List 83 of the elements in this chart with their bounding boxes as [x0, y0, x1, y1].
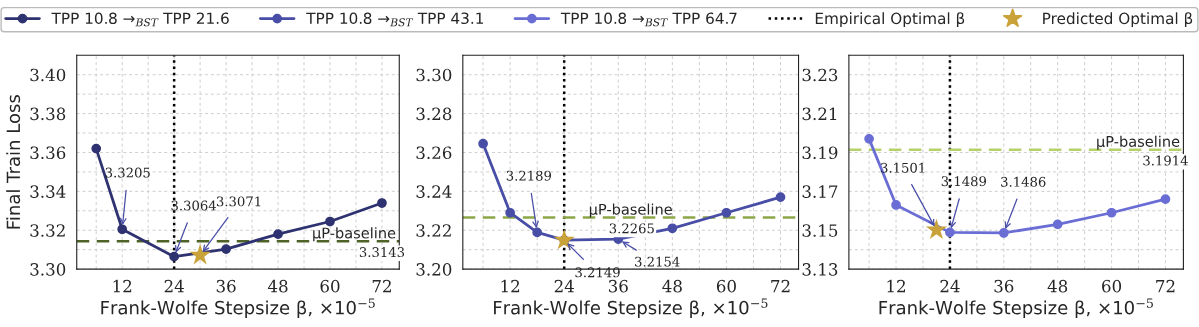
x-tick-label: 60 [1102, 279, 1122, 293]
point [169, 251, 180, 262]
point [505, 207, 515, 218]
annotation: 3.3205 [105, 167, 150, 178]
y-tick-label: 3.15 [802, 224, 838, 237]
point [325, 216, 335, 227]
annotation: 3.2149 [575, 267, 620, 278]
annotation: 3.1501 [881, 162, 925, 173]
y-tick-label: 3.34 [30, 185, 66, 198]
y-tick-label: 3.22 [416, 224, 451, 237]
y-tick-label: 3.28 [416, 107, 452, 121]
y-tick-label: 3.13 [802, 263, 838, 276]
legend-label: Predicted Optimal β [1043, 12, 1193, 28]
ref-line-label: μP-baseline [1097, 135, 1180, 150]
point [553, 228, 575, 250]
y-tick-label: 3.26 [416, 146, 452, 160]
point [532, 227, 543, 238]
legend-label: TPP 10.8 →$_{BST}$ TPP 21.6 [51, 12, 229, 27]
point [667, 223, 678, 234]
y-tick-label: 3.36 [30, 146, 66, 160]
point [998, 228, 1009, 238]
x-axis-title: Frank-Wolfe Stepsize β, ×10$^{−5}$ [101, 298, 375, 318]
y-tick-label: 3.30 [416, 68, 452, 82]
annotation: 3.2189 [506, 170, 552, 181]
annotation: 3.3071 [216, 196, 261, 207]
x-tick-label: 12 [113, 279, 132, 293]
x-tick-label: 72 [372, 279, 391, 293]
point [945, 227, 955, 238]
x-tick-label: 48 [267, 279, 288, 293]
x-axis-title: Frank-Wolfe Stepsize β, ×10$^{−5}$ [879, 298, 1153, 318]
annotation: 3.3064 [171, 200, 217, 211]
point [864, 134, 874, 144]
y-tick-label: 3.40 [30, 68, 66, 82]
point [91, 143, 102, 154]
point [891, 200, 901, 210]
x-tick-label: 72 [771, 279, 790, 293]
x-tick-label: 60 [716, 279, 736, 293]
x-tick-label: 12 [501, 279, 520, 293]
point [1052, 219, 1063, 230]
x-tick-label: 24 [164, 279, 184, 293]
point [925, 218, 948, 240]
y-tick-label: 3.38 [30, 107, 66, 121]
y-tick-label: 3.20 [416, 263, 452, 276]
x-tick-label: 48 [662, 279, 682, 293]
y-tick-label: 3.21 [802, 107, 837, 121]
x-tick-label: 48 [1047, 279, 1068, 293]
annotation: 3.1914 [1143, 155, 1188, 166]
legend-label: Empirical Optimal β [815, 12, 965, 28]
y-axis-title: Final Train Loss [6, 95, 21, 229]
point [1106, 207, 1117, 218]
x-tick-label: 60 [320, 279, 340, 293]
point [221, 244, 231, 254]
legend-label: TPP 10.8 →$_{BST}$ TPP 64.7 [560, 12, 737, 27]
x-tick-label: 24 [554, 279, 574, 293]
y-tick-label: 3.23 [802, 68, 838, 82]
point [273, 229, 283, 239]
y-tick-label: 3.24 [416, 185, 452, 198]
y-tick-label: 3.19 [802, 146, 838, 160]
annotation: 3.1486 [1001, 176, 1046, 187]
point [478, 138, 488, 149]
point [117, 224, 128, 235]
y-tick-label: 3.17 [802, 185, 838, 198]
y-tick-label: 3.30 [30, 263, 66, 276]
legend-label: TPP 10.8 →$_{BST}$ TPP 43.1 [306, 12, 484, 27]
x-tick-label: 72 [1156, 279, 1175, 293]
y-tick-label: 3.32 [30, 224, 65, 237]
point [377, 198, 387, 208]
point [189, 244, 211, 265]
ref-line-label: μP-baseline [313, 227, 396, 242]
annotation: 3.2154 [635, 256, 680, 267]
x-tick-label: 12 [887, 279, 906, 293]
annotation: 3.1489 [941, 176, 987, 187]
point [775, 192, 786, 203]
point [1160, 194, 1171, 204]
x-tick-label: 36 [216, 279, 236, 293]
ref-line-label: μP-baseline [589, 203, 672, 218]
x-tick-label: 24 [940, 279, 960, 293]
x-tick-label: 36 [994, 279, 1014, 293]
x-axis-title: Frank-Wolfe Stepsize β, ×10$^{−5}$ [494, 298, 768, 318]
annotation: 3.3143 [359, 247, 405, 258]
x-tick-label: 36 [608, 279, 628, 293]
point [721, 207, 732, 218]
annotation: 3.2265 [609, 223, 654, 234]
